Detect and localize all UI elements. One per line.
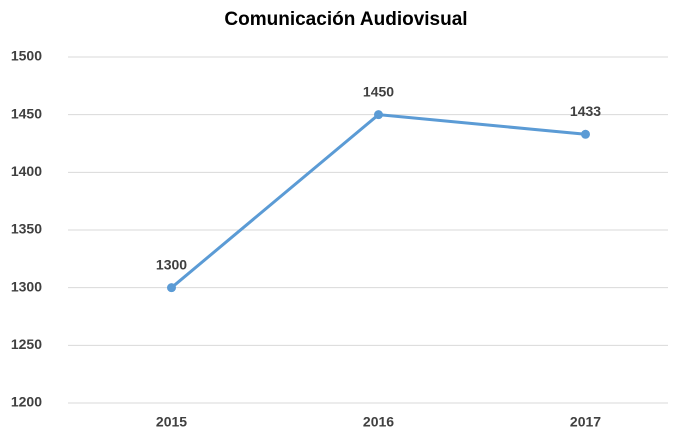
y-tick-label: 1250 xyxy=(11,336,42,352)
y-tick-label: 1500 xyxy=(11,48,42,64)
point xyxy=(374,110,383,120)
y-tick-label: 1400 xyxy=(11,163,42,179)
y-tick-label: 1450 xyxy=(11,105,42,121)
y-tick-label: 1200 xyxy=(11,394,42,410)
data-label: 1300 xyxy=(156,256,187,272)
x-tick-label: 2017 xyxy=(570,414,601,430)
x-tick-label: 2016 xyxy=(363,414,394,430)
data-label: 1433 xyxy=(570,103,601,119)
data-label: 1450 xyxy=(363,83,394,99)
y-tick-label: 1350 xyxy=(11,221,42,237)
x-tick-label: 2015 xyxy=(156,414,187,430)
line xyxy=(170,113,586,289)
chart-title: Comunicación Audiovisual xyxy=(224,9,467,30)
point xyxy=(167,283,176,293)
point xyxy=(581,129,590,139)
y-tick-label: 1300 xyxy=(11,278,42,294)
